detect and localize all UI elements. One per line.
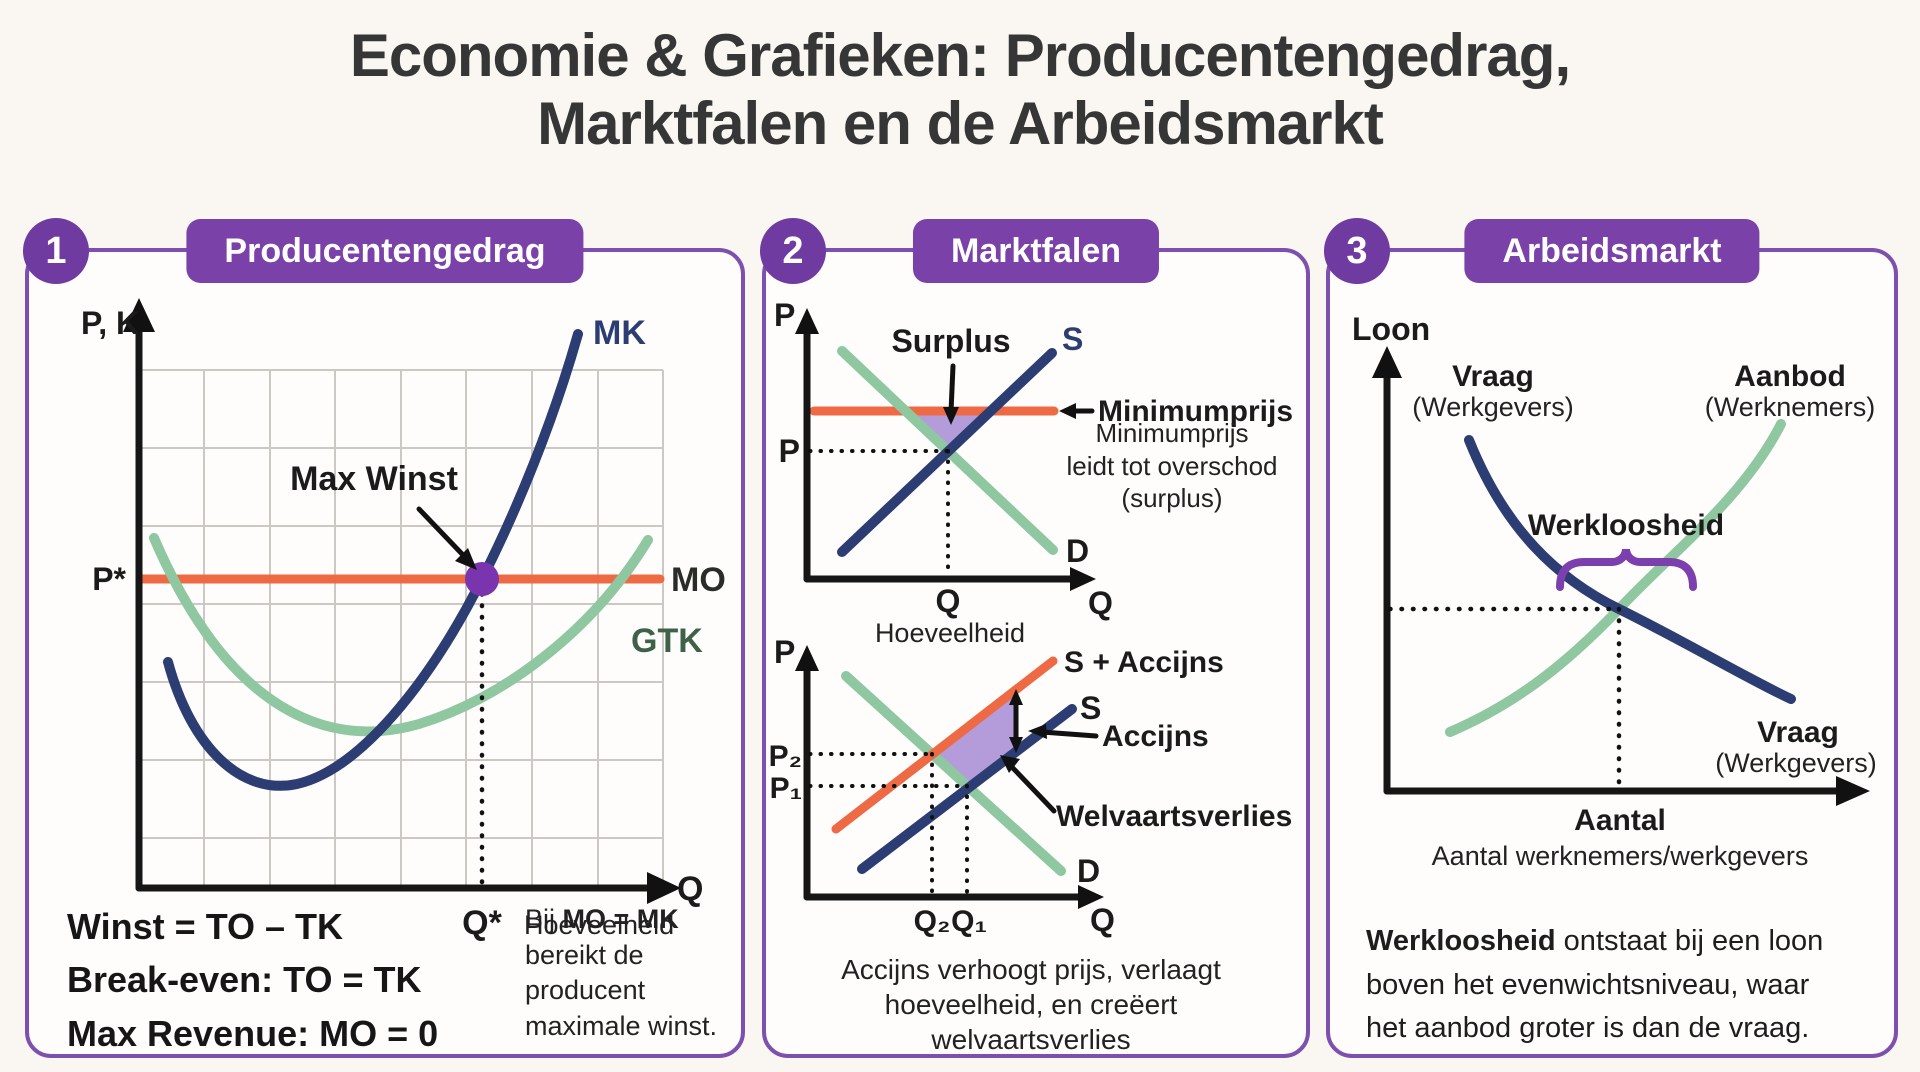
- unemployment-label: Werkloosheid: [1528, 509, 1724, 542]
- supply-tax-line: [831, 656, 1058, 834]
- demand-line: [841, 671, 1066, 876]
- surplus-arrowhead: [943, 407, 959, 425]
- y-axis-label: P, K: [81, 305, 139, 341]
- tax-graph: P S + Accijns S Accijns Welvaartsverlies…: [769, 634, 1293, 938]
- grid-lines: [138, 369, 664, 888]
- surplus-arrow: [948, 363, 956, 415]
- x-axis-caption: Hoeveelheid: [875, 618, 1025, 648]
- gtk-curve: [149, 533, 653, 737]
- panel-producer-behavior: 1 Producentengedrag P, K: [23, 218, 745, 1058]
- y-axis-arrowhead: [795, 308, 819, 334]
- labor-supply-curve: [1445, 419, 1786, 737]
- max-profit-point: [465, 562, 499, 596]
- max-winst-arrow: [416, 506, 466, 558]
- supply-label: S: [1062, 321, 1083, 357]
- tax-label: Accijns: [1102, 720, 1209, 753]
- panel-number-badge: 2: [760, 218, 826, 284]
- y-axis-arrowhead: [1372, 346, 1402, 378]
- minprice-arrowhead: [1059, 403, 1076, 419]
- surplus-area: [906, 411, 991, 451]
- q-axis-label: Q: [1088, 585, 1113, 621]
- producer-formulas: Winst = TO – TK Break-even: TO = TK Max …: [67, 906, 439, 1054]
- panel-header: Marktfalen: [912, 219, 1160, 284]
- demand-label: D: [1066, 533, 1089, 569]
- mk-curve: [163, 329, 583, 791]
- demand-top-sub: (Werkgevers): [1412, 392, 1574, 422]
- max-winst-label: Max Winst: [290, 460, 458, 498]
- x-axis-arrowhead: [1078, 885, 1104, 909]
- page-title: Economie & Grafieken: Producentengedrag,…: [0, 22, 1920, 158]
- panel-header: Producentengedrag: [186, 219, 584, 284]
- s-tax-label: S + Accijns: [1064, 646, 1224, 679]
- labor-graph: Loon Vraag (Werkgevers) Aanbod (Werkneme…: [1352, 311, 1877, 871]
- mk-label: MK: [593, 314, 646, 352]
- surplus-label: Surplus: [891, 323, 1010, 359]
- supply-line: [857, 704, 1077, 874]
- y-axis-label: P: [774, 634, 795, 670]
- q1-label: Q₁: [951, 905, 987, 938]
- gtk-label: GTK: [631, 622, 703, 660]
- dwl-label: Welvaartsverlies: [1056, 800, 1292, 833]
- y-axis-label: P: [774, 297, 795, 333]
- y-axis-arrowhead: [795, 645, 819, 671]
- x-axis-arrowhead: [1070, 567, 1096, 591]
- max-winst-arrowhead: [455, 548, 477, 570]
- tax-gap-arrowhead-top: [1009, 689, 1023, 705]
- producer-note: Bij MO = MK bereikt de producent maximal…: [525, 902, 740, 1045]
- labor-note: Werkloosheid ontstaat bij een loon boven…: [1366, 920, 1866, 1051]
- eq-qty-label: Q: [936, 583, 961, 619]
- note-bold: MO = MK: [562, 904, 679, 934]
- minprice-graph: P Surplus S Minimumprijs P D Q Q Hoeveel…: [774, 297, 1293, 648]
- x-axis-arrowhead: [647, 872, 681, 904]
- y-axis-arrowhead: [123, 298, 155, 332]
- note-bold: Werkloosheid: [1366, 925, 1556, 957]
- supply-top-label: Aanbod: [1734, 360, 1846, 393]
- eq-price-label: P: [779, 433, 800, 469]
- panel-number-badge: 1: [23, 218, 89, 284]
- title-line-1: Economie & Grafieken: Producentengedrag,: [349, 22, 1571, 89]
- tax-gap-arrowhead-bottom: [1009, 737, 1023, 753]
- panel-header: Arbeidsmarkt: [1464, 219, 1760, 284]
- q-axis-label: Q: [1090, 902, 1115, 938]
- dwl-arrow: [1007, 762, 1057, 814]
- tax-caption: Accijns verhoogt prijs, verlaagt hoeveel…: [841, 954, 1221, 1055]
- panel-labor-market: 3 Arbeidsmarkt Loon Vraag (Werkgevers) A…: [1324, 218, 1898, 1058]
- demand-label: D: [1077, 853, 1100, 889]
- demand-top-label: Vraag: [1452, 360, 1534, 393]
- minprice-caption: Minimumprijs leidt tot overschod (surplu…: [1066, 418, 1278, 513]
- note-prefix: Bij: [525, 904, 563, 934]
- q2-label: Q₂: [914, 905, 951, 938]
- supply-top-sub: (Werknemers): [1705, 392, 1876, 422]
- minprice-label: Minimumprijs: [1098, 395, 1293, 428]
- x-axis-arrowhead: [1836, 776, 1870, 806]
- x-axis-caption: Aantal werknemers/werkgevers: [1432, 841, 1809, 871]
- tax-arrow: [1039, 729, 1099, 739]
- demand-bottom-label: Vraag: [1757, 716, 1839, 749]
- x-axis-label: Aantal: [1574, 804, 1666, 837]
- unemployment-brace: [1556, 548, 1697, 591]
- qstar-label: Q*: [462, 904, 502, 942]
- producer-graph: P, K MK MO GTK P* Max Winst Q* Hoeveelhe…: [81, 298, 726, 942]
- demand-bottom-sub: (Werkgevers): [1715, 748, 1877, 778]
- p1-label: P₁: [770, 772, 802, 805]
- supply-label: S: [1080, 690, 1101, 726]
- panel-market-failure: 2 Marktfalen P Surplus S Minimumprijs P …: [760, 218, 1310, 1058]
- x-axis-caption: Hoeveelheid: [524, 910, 674, 940]
- title-line-2: Marktfalen en de Arbeidsmarkt: [537, 89, 1384, 157]
- y-axis-label: Loon: [1352, 311, 1430, 347]
- note-rest: bereikt de producent maximale winst.: [525, 939, 718, 1041]
- p2-label: P₂: [769, 740, 802, 773]
- panel-number-badge: 3: [1324, 218, 1390, 284]
- q-axis-label: Q: [677, 870, 703, 908]
- mo-label: MO: [671, 561, 726, 599]
- pstar-label: P*: [92, 561, 126, 597]
- dwl-arrowhead: [1000, 755, 1020, 773]
- tax-arrowhead: [1028, 724, 1047, 739]
- note-rest: ontstaat bij een loon boven het evenwich…: [1366, 925, 1824, 1044]
